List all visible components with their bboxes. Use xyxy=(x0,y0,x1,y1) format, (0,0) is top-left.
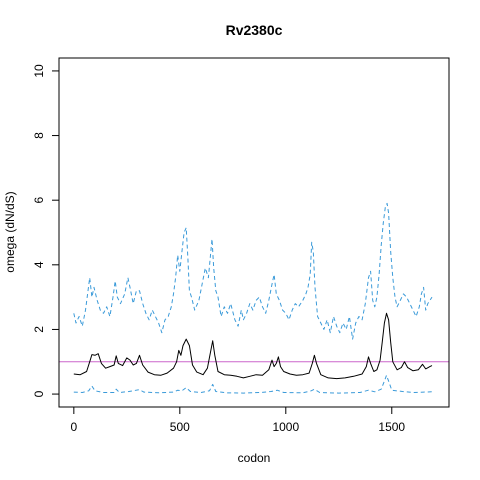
x-tick-label: 1500 xyxy=(378,420,405,434)
x-axis-label: codon xyxy=(238,451,271,465)
y-axis: 0 2 4 6 8 10 xyxy=(32,64,60,397)
x-axis: 0 500 1000 1500 xyxy=(70,406,405,434)
chart-title: Rv2380c xyxy=(226,22,283,38)
x-tick-label: 0 xyxy=(70,420,77,434)
series-line-1 xyxy=(73,312,433,380)
plot-area xyxy=(59,202,449,394)
y-axis-label: omega (dN/dS) xyxy=(3,191,17,272)
series-line-3 xyxy=(73,374,433,394)
y-tick-label: 0 xyxy=(32,390,46,397)
y-tick-label: 8 xyxy=(32,132,46,139)
x-tick-label: 500 xyxy=(170,420,190,434)
x-tick-label: 1000 xyxy=(272,420,299,434)
y-tick-label: 10 xyxy=(32,64,46,78)
plot-frame xyxy=(58,57,450,408)
y-tick-label: 6 xyxy=(32,197,46,204)
y-tick-label: 4 xyxy=(32,261,46,268)
y-tick-label: 2 xyxy=(32,326,46,333)
series-line-2 xyxy=(73,202,433,340)
